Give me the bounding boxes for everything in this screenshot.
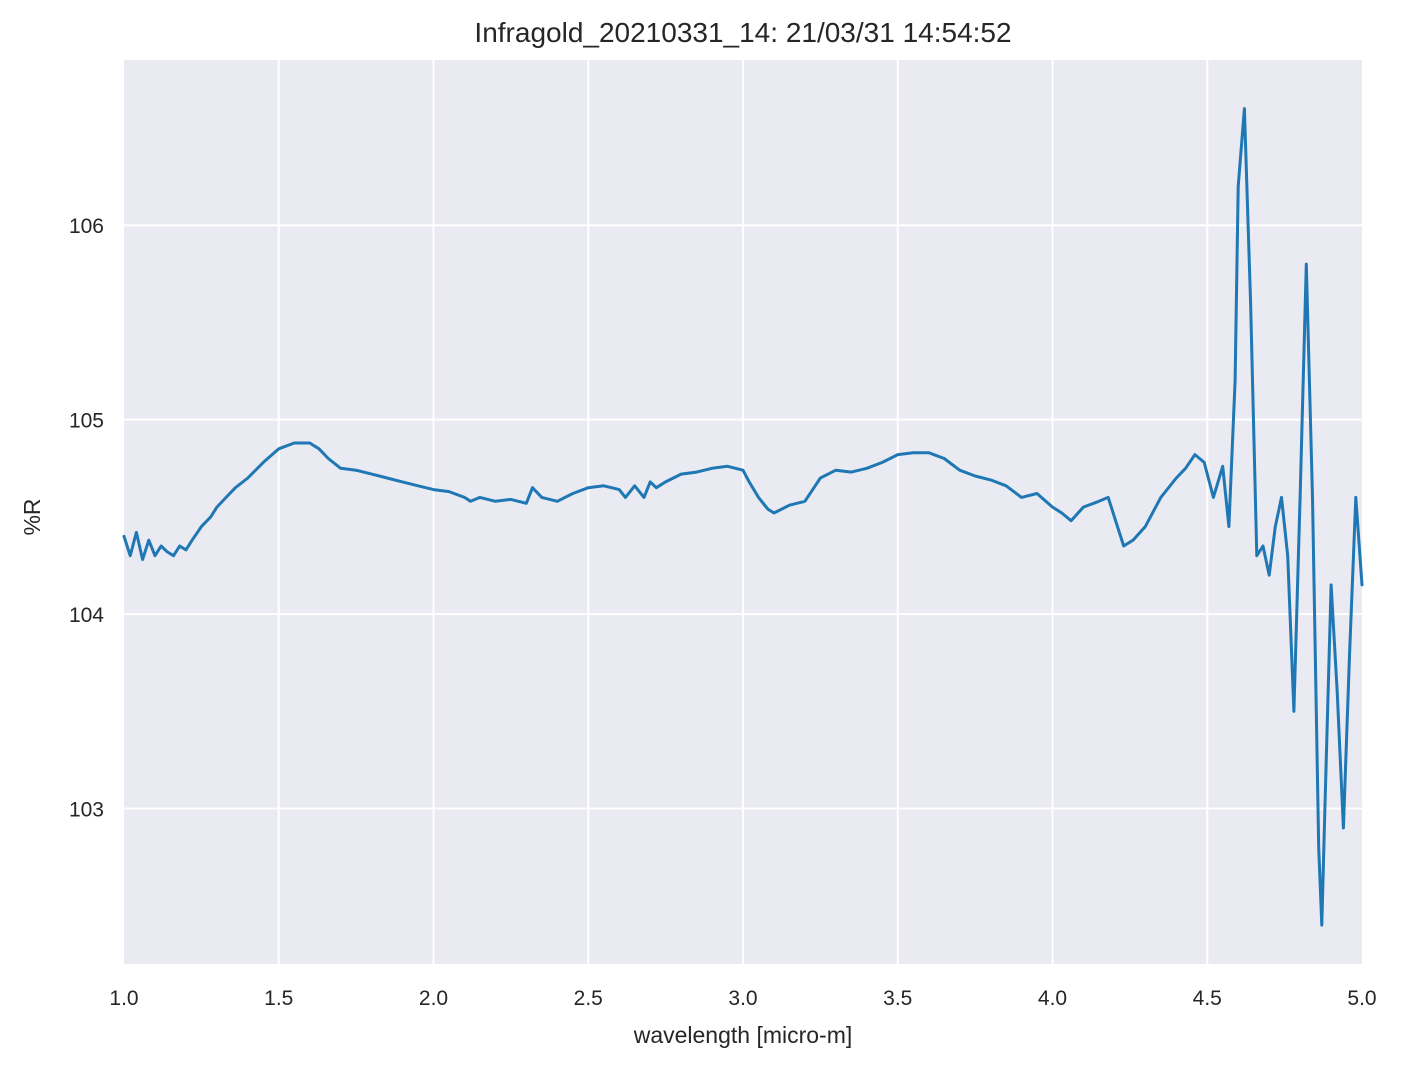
x-tick-label: 4.0 [1038, 987, 1067, 1010]
y-tick-label: 106 [69, 215, 104, 238]
y-axis-label: %R [19, 498, 45, 535]
x-tick-label: 5.0 [1347, 987, 1376, 1010]
x-tick-label: 1.5 [264, 987, 293, 1010]
x-tick-label: 3.5 [883, 987, 912, 1010]
y-tick-labels: 103 104 105 106 [69, 215, 104, 821]
x-tick-label: 3.0 [728, 987, 757, 1010]
x-tick-label: 1.0 [109, 987, 138, 1010]
y-tick-label: 103 [69, 798, 104, 821]
x-tick-label: 4.5 [1193, 987, 1222, 1010]
series-layer [122, 107, 1364, 927]
x-tick-labels: 1.0 1.5 2.0 2.5 3.0 3.5 4.0 4.5 5.0 [109, 987, 1376, 1010]
series-line [122, 107, 1364, 927]
grid [124, 60, 1362, 964]
x-axis-label: wavelength [micro-m] [633, 1022, 853, 1048]
chart-title: Infragold_20210331_14: 21/03/31 14:54:52 [474, 17, 1011, 48]
x-tick-label: 2.5 [574, 987, 603, 1010]
y-tick-label: 105 [69, 410, 104, 433]
x-tick-label: 2.0 [419, 987, 448, 1010]
y-tick-label: 104 [69, 604, 104, 627]
